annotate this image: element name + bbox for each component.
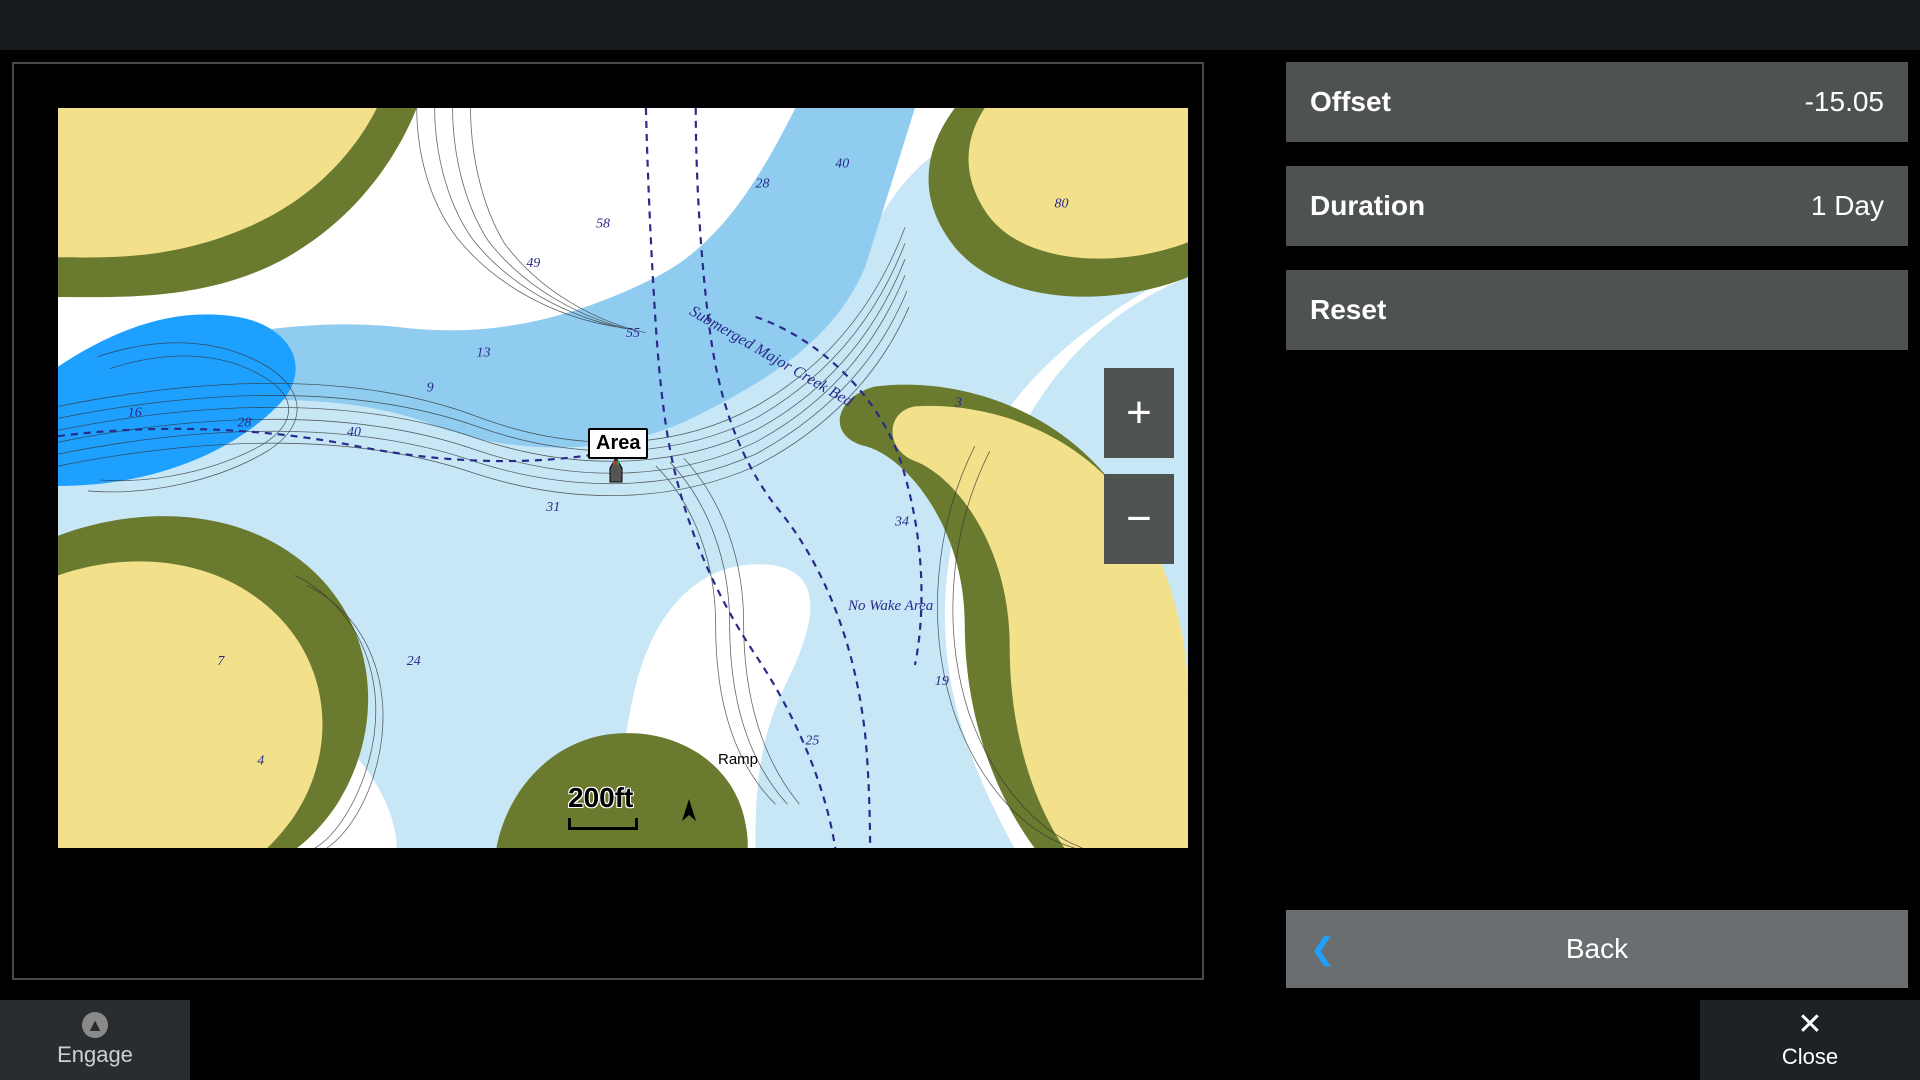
svg-text:58: 58 bbox=[596, 216, 610, 231]
close-label: Close bbox=[1782, 1044, 1838, 1070]
settings-panel: Offset -15.05 Duration 1 Day Reset ❮ Bac… bbox=[1286, 62, 1908, 988]
zoom-out-button[interactable]: − bbox=[1104, 474, 1174, 564]
north-arrow-icon bbox=[678, 799, 700, 834]
chart-panel: 16 28 40 9 13 49 58 55 31 24 7 28 40 3 3… bbox=[12, 62, 1204, 980]
offset-label: Offset bbox=[1310, 86, 1391, 118]
svg-text:28: 28 bbox=[756, 177, 770, 192]
duration-label: Duration bbox=[1310, 190, 1425, 222]
svg-text:34: 34 bbox=[894, 515, 909, 530]
nautical-chart[interactable]: 16 28 40 9 13 49 58 55 31 24 7 28 40 3 3… bbox=[58, 108, 1188, 848]
offset-row[interactable]: Offset -15.05 bbox=[1286, 62, 1908, 142]
main-area: 16 28 40 9 13 49 58 55 31 24 7 28 40 3 3… bbox=[0, 50, 1920, 1000]
svg-text:40: 40 bbox=[835, 157, 849, 172]
svg-text:28: 28 bbox=[237, 415, 251, 430]
svg-text:9: 9 bbox=[427, 380, 434, 395]
svg-text:25: 25 bbox=[805, 734, 819, 749]
zoom-in-button[interactable]: + bbox=[1104, 368, 1174, 458]
bottom-spacer bbox=[190, 1000, 1700, 1080]
engage-button[interactable]: ▲ Engage bbox=[0, 1000, 190, 1080]
boat-icon bbox=[606, 458, 626, 490]
offset-value: -15.05 bbox=[1805, 86, 1884, 118]
area-marker[interactable]: Area bbox=[588, 428, 648, 459]
reset-row[interactable]: Reset bbox=[1286, 270, 1908, 350]
duration-value: 1 Day bbox=[1811, 190, 1884, 222]
close-icon: ✕ bbox=[1797, 1010, 1822, 1040]
svg-text:3: 3 bbox=[954, 395, 962, 410]
bottom-bar: ▲ Engage ✕ Close bbox=[0, 1000, 1920, 1080]
svg-text:13: 13 bbox=[477, 346, 491, 361]
svg-text:24: 24 bbox=[407, 654, 421, 669]
reset-label: Reset bbox=[1310, 294, 1386, 326]
back-button[interactable]: ❮ Back bbox=[1286, 910, 1908, 988]
close-button[interactable]: ✕ Close bbox=[1700, 1000, 1920, 1080]
engage-label: Engage bbox=[57, 1042, 133, 1068]
svg-text:49: 49 bbox=[526, 256, 540, 271]
plus-icon: + bbox=[1126, 388, 1152, 438]
top-bar bbox=[0, 0, 1920, 50]
scale-bar: 200ft bbox=[568, 782, 638, 830]
svg-text:16: 16 bbox=[128, 405, 142, 420]
map-label-nowake: No Wake Area bbox=[848, 598, 933, 615]
svg-text:19: 19 bbox=[935, 674, 949, 689]
scale-label: 200ft bbox=[568, 782, 633, 813]
chevron-left-icon: ❮ bbox=[1310, 932, 1335, 967]
duration-row[interactable]: Duration 1 Day bbox=[1286, 166, 1908, 246]
engage-icon: ▲ bbox=[82, 1012, 108, 1038]
svg-text:4: 4 bbox=[257, 753, 264, 768]
back-label: Back bbox=[1566, 933, 1628, 965]
svg-text:40: 40 bbox=[347, 425, 361, 440]
minus-icon: − bbox=[1126, 494, 1152, 544]
svg-text:31: 31 bbox=[545, 500, 560, 515]
svg-text:80: 80 bbox=[1054, 196, 1068, 211]
svg-text:55: 55 bbox=[626, 326, 640, 341]
zoom-controls: + − bbox=[1104, 368, 1174, 580]
map-label-ramp: Ramp bbox=[718, 751, 758, 768]
svg-text:7: 7 bbox=[217, 654, 225, 669]
